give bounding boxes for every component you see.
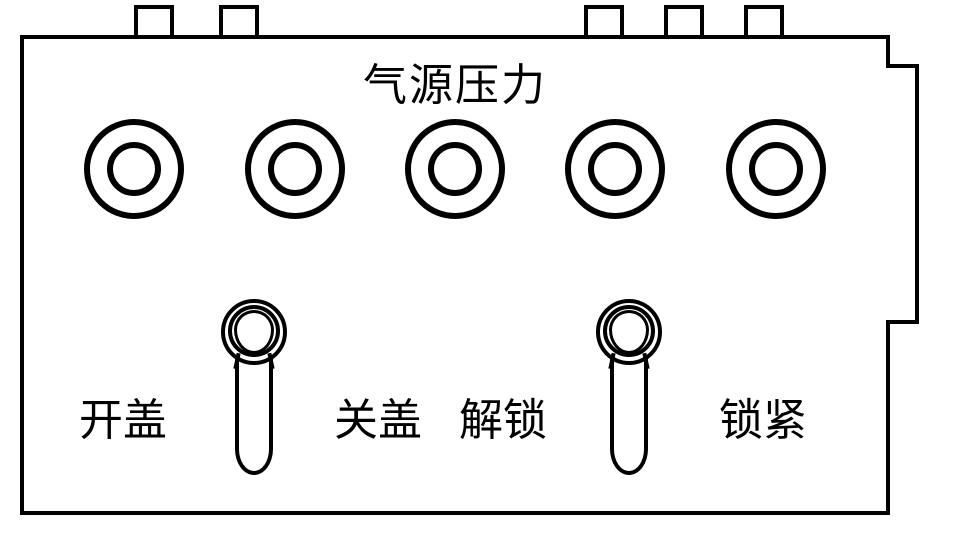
top-connector — [744, 5, 784, 39]
gauge-row — [24, 119, 886, 219]
panel-title: 气源压力 — [24, 49, 886, 113]
top-connector — [664, 5, 704, 39]
control-panel-diagram: 气源压力 开盖 关盖 解锁 锁紧 — [20, 35, 935, 535]
label-unlock: 解锁 — [459, 384, 547, 448]
lock-lever[interactable] — [594, 299, 664, 479]
label-lock: 锁紧 — [719, 384, 807, 448]
top-connector — [134, 5, 174, 39]
pressure-gauge — [726, 119, 826, 219]
controls-row: 开盖 关盖 解锁 锁紧 — [24, 299, 886, 499]
cover-lever[interactable] — [219, 299, 289, 479]
pressure-gauge — [245, 119, 345, 219]
top-connector — [584, 5, 624, 39]
pressure-gauge — [84, 119, 184, 219]
pressure-gauge — [405, 119, 505, 219]
side-connector — [886, 64, 919, 324]
pressure-gauge — [565, 119, 665, 219]
label-open-cover: 开盖 — [79, 384, 167, 448]
label-close-cover: 关盖 — [334, 384, 422, 448]
top-connector — [219, 5, 259, 39]
panel-body: 气源压力 开盖 关盖 解锁 锁紧 — [20, 35, 890, 515]
